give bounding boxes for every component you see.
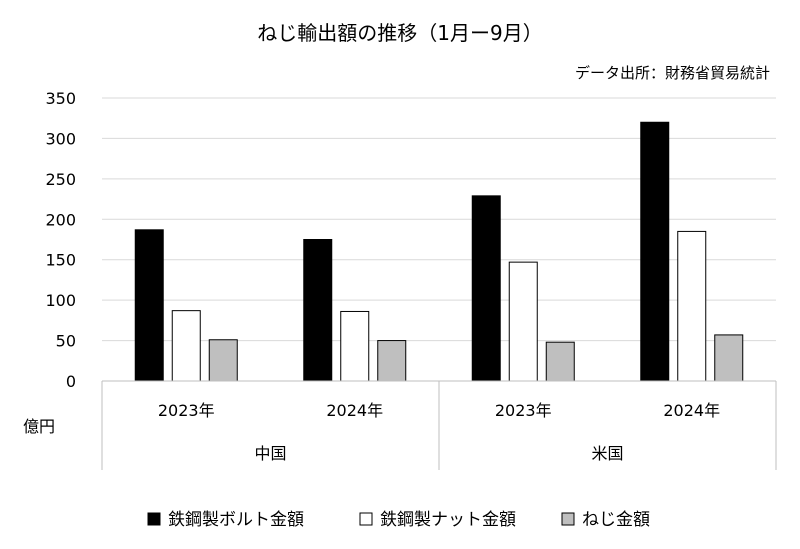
y-tick-label: 250 [45, 170, 76, 189]
x-category-label: 2023年 [158, 401, 215, 420]
bar-1-2 [303, 239, 333, 382]
legend: 鉄鋼製ボルト金額 鉄鋼製ナット金額 ねじ金額 [147, 510, 650, 530]
x-category-label: 2024年 [326, 401, 383, 420]
y-axis-ticks: 0 50 100 150 200 250 300 350 [45, 89, 76, 391]
x-group-label: 中国 [254, 444, 286, 463]
bar-2-4 [677, 230, 707, 382]
y-tick-label: 150 [45, 251, 76, 270]
bar-1-4 [640, 121, 670, 382]
bar-2-1 [171, 310, 201, 382]
legend-label-3: ねじ金額 [582, 510, 650, 530]
chart-title: ねじ輸出額の推移（1月ー9月） [257, 21, 542, 45]
legend-swatch-1 [147, 512, 161, 526]
y-tick-label: 300 [45, 129, 76, 148]
y-tick-label: 350 [45, 89, 76, 108]
x-category-label: 2024年 [663, 401, 720, 420]
y-tick-label: 0 [66, 372, 76, 391]
y-axis-unit: 億円 [23, 417, 55, 436]
y-tick-label: 200 [45, 210, 76, 229]
x-group-label: 米国 [591, 444, 623, 463]
bar-3-1 [208, 339, 238, 382]
legend-label-1: 鉄鋼製ボルト金額 [168, 510, 304, 530]
y-tick-label: 50 [56, 332, 76, 351]
bar-1-1 [134, 229, 164, 382]
bar-3-4 [714, 334, 744, 382]
bar-3-2 [377, 340, 407, 382]
legend-swatch-2 [359, 512, 373, 526]
bar-1-3 [471, 195, 501, 382]
y-tick-label: 100 [45, 291, 76, 310]
bars [134, 121, 744, 382]
bar-3-3 [545, 341, 575, 382]
x-category-label: 2023年 [495, 401, 552, 420]
bar-2-3 [508, 261, 538, 382]
source-note: データ出所：財務省貿易統計 [575, 64, 770, 82]
gridlines [102, 97, 776, 342]
bar-2-2 [340, 310, 370, 382]
legend-swatch-3 [561, 512, 575, 526]
legend-label-2: 鉄鋼製ナット金額 [380, 510, 516, 530]
